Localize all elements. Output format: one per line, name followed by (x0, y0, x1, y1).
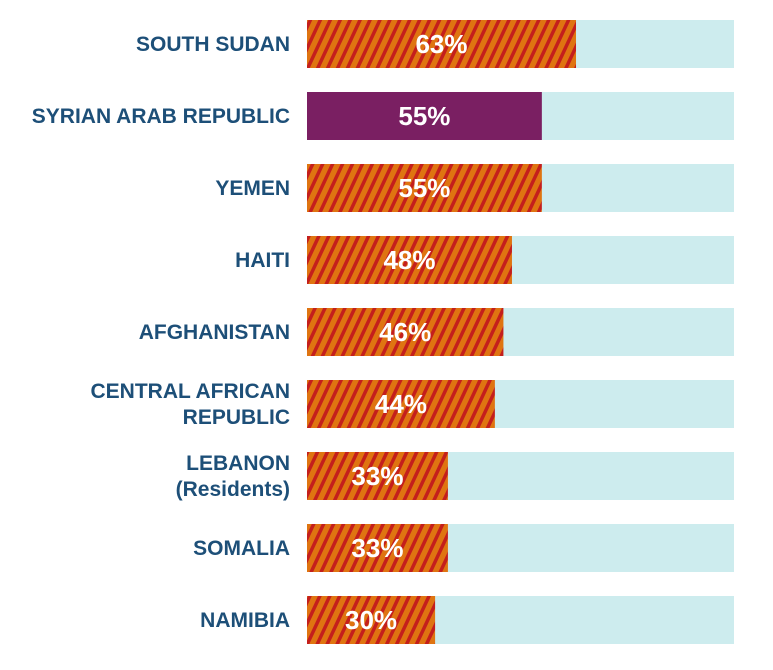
bar-row: 63% SOUTH SUDAN (136, 20, 734, 68)
bar-row: 30% NAMIBIA (200, 596, 734, 644)
category-label: YEMEN (215, 177, 290, 200)
bar (307, 452, 448, 500)
value-label: 55% (398, 173, 450, 203)
bar (307, 524, 448, 572)
bar (307, 236, 512, 284)
bar (307, 92, 542, 140)
category-label: LEBANON (186, 452, 290, 475)
value-label: 30% (345, 605, 397, 635)
bar-row: 33% LEBANON (Residents) (176, 452, 734, 501)
bar-row: 33% SOMALIA (193, 524, 734, 572)
category-label: AFGHANISTAN (139, 321, 290, 344)
category-label: HAITI (235, 249, 290, 272)
value-label: 33% (351, 461, 403, 491)
category-label: SOUTH SUDAN (136, 33, 290, 56)
bar-row: 44% CENTRAL AFRICAN REPUBLIC (91, 380, 734, 429)
bar-row: 55% YEMEN (215, 164, 734, 212)
bar (307, 380, 495, 428)
value-label: 33% (351, 533, 403, 563)
value-label: 48% (383, 245, 435, 275)
category-label: REPUBLIC (183, 406, 290, 429)
category-label: SOMALIA (193, 537, 290, 560)
value-label: 44% (375, 389, 427, 419)
category-label: CENTRAL AFRICAN (91, 380, 291, 403)
value-label: 63% (415, 29, 467, 59)
bar (307, 596, 436, 644)
category-label: NAMIBIA (200, 609, 290, 632)
value-label: 55% (398, 101, 450, 131)
value-label: 46% (379, 317, 431, 347)
bar (307, 308, 504, 356)
category-label: SYRIAN ARAB REPUBLIC (32, 105, 290, 128)
category-label: (Residents) (176, 478, 290, 501)
bar-row: 48% HAITI (235, 236, 734, 284)
bar-row: 46% AFGHANISTAN (139, 308, 734, 356)
bar-row: 55% SYRIAN ARAB REPUBLIC (32, 92, 734, 140)
bar (307, 164, 542, 212)
bar (307, 20, 577, 68)
